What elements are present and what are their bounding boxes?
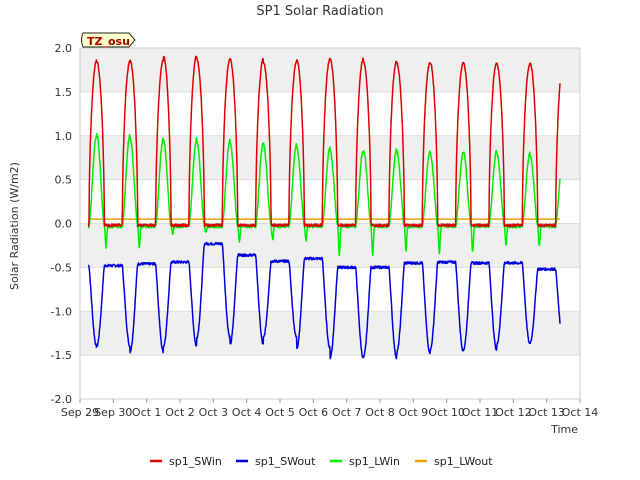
legend-label: sp1_LWin	[349, 455, 400, 468]
y-tick-label: 1.0	[55, 130, 73, 143]
series-line-sp1_SWout	[87, 241, 561, 360]
plot-frame	[79, 47, 581, 400]
legend-label: sp1_SWin	[169, 455, 222, 468]
y-tick-label: 1.5	[55, 86, 73, 99]
y-tick-label: -1.5	[51, 349, 72, 362]
legend-label: sp1_LWout	[434, 455, 493, 468]
x-tick-label: Oct 7	[332, 406, 362, 419]
legend-label: sp1_SWout	[255, 455, 316, 468]
series-lines	[87, 55, 561, 360]
y-tick-label: 0.0	[55, 218, 73, 231]
site-tag-label: TZ_osu	[87, 35, 130, 48]
y-axis-label: Solar Radiation (W/m2)	[8, 162, 21, 290]
x-tick-label: Oct 2	[165, 406, 195, 419]
series-line-sp1_SWin	[87, 55, 561, 228]
gridlines	[80, 47, 580, 400]
y-tick-labels: -2.0 -1.5 -1.0 -0.5 0.0 0.5 1.0 1.5 2.0	[51, 42, 72, 406]
legend: sp1_SWin sp1_SWout sp1_LWin sp1_LWout	[150, 455, 493, 468]
x-tick-label: Oct 10	[428, 406, 465, 419]
x-tick-label: Oct 3	[199, 406, 229, 419]
x-tick-label: Oct 4	[232, 406, 262, 419]
x-tick-label: Sep 29	[61, 406, 99, 419]
y-tick-label: 0.5	[55, 174, 73, 187]
chart-title: SP1 Solar Radiation	[256, 4, 383, 19]
background-band	[80, 48, 580, 92]
y-tick-label: 2.0	[55, 42, 73, 55]
x-axis-label: Time	[550, 423, 578, 436]
x-tick-label: Oct 1	[132, 406, 162, 419]
x-tick-label: Oct 13	[528, 406, 565, 419]
background-band	[80, 223, 580, 268]
background-band	[80, 135, 580, 180]
y-tick-label: -2.0	[51, 393, 72, 406]
x-tick-label: Oct 11	[462, 406, 499, 419]
y-tick-label: -1.0	[51, 305, 72, 318]
site-tag: TZ_osu	[81, 32, 136, 48]
x-tick-label: Oct 8	[365, 406, 395, 419]
x-tick-label: Oct 5	[265, 406, 295, 419]
x-tick-label: Oct 9	[399, 406, 429, 419]
x-tick-label: Oct 14	[562, 406, 599, 419]
x-tick-label: Oct 12	[495, 406, 532, 419]
x-tick-label: Sep 30	[94, 406, 132, 419]
x-tick-label: Oct 6	[299, 406, 329, 419]
background-bands	[80, 48, 580, 356]
y-tick-label: -0.5	[51, 261, 72, 274]
site-tag-shape	[81, 32, 136, 48]
